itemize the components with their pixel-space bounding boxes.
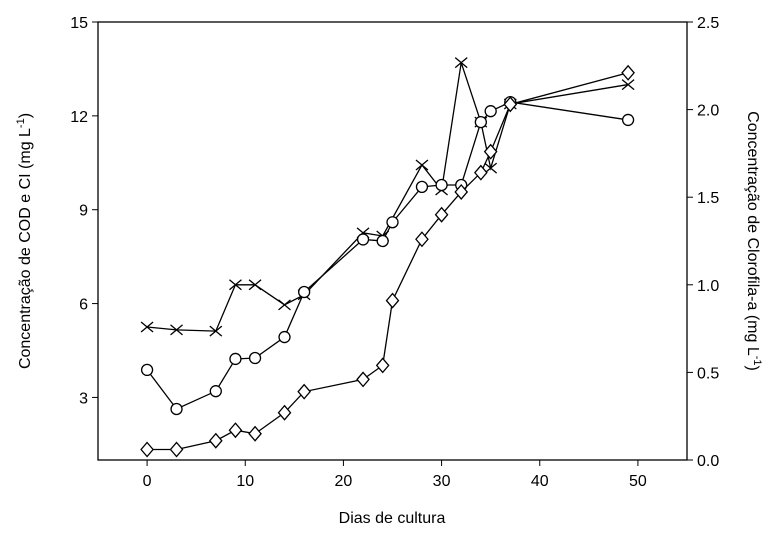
- circle-marker: [248, 351, 262, 365]
- diamond-marker: [248, 425, 262, 442]
- circle-marker: [435, 178, 448, 192]
- plot-frame: [97, 21, 688, 461]
- diamond-marker: [356, 371, 370, 388]
- diamond-marker: [385, 292, 400, 309]
- cross-marker: [621, 79, 635, 91]
- y2-axis-label: Concentração de Clorofila-a (mg L-1): [744, 111, 763, 371]
- circle-marker: [140, 363, 154, 377]
- x-axis-label: Dias de cultura: [339, 510, 446, 527]
- x-tick-label: 20: [335, 473, 353, 490]
- circle-marker: [376, 234, 389, 248]
- diamond-marker: [375, 357, 390, 374]
- circle-marker: [356, 233, 370, 246]
- cross-marker: [484, 162, 498, 174]
- circle-marker: [278, 330, 291, 344]
- x-tick-label: 40: [531, 473, 549, 490]
- diamond-marker: [277, 404, 292, 421]
- diamond-marker: [621, 64, 635, 81]
- diamond-marker: [140, 441, 154, 458]
- y-tick-label: 9: [79, 203, 88, 220]
- cross-marker: [454, 57, 468, 69]
- cross-marker: [229, 279, 242, 291]
- circle-marker: [229, 352, 242, 366]
- series-line: [146, 101, 629, 410]
- diamond-marker: [503, 96, 518, 113]
- cross-marker: [170, 324, 183, 336]
- series-line: [147, 62, 629, 332]
- y-tick-label: 12: [70, 109, 88, 126]
- y-axis-label: Concentração de COD e CI (mg L-1): [15, 113, 34, 369]
- y2-tick-label: 1.0: [697, 278, 719, 295]
- diamond-marker: [483, 143, 498, 160]
- x-tick-label: 10: [236, 473, 254, 490]
- diamond-marker: [434, 206, 449, 223]
- cross-marker: [209, 325, 223, 337]
- diamond-marker: [169, 441, 184, 458]
- y2-tick-label: 2.0: [697, 103, 719, 120]
- diamond-marker: [228, 422, 243, 439]
- y-tick-label: 3: [79, 390, 88, 407]
- diamond-marker: [415, 231, 429, 248]
- x-tick-label: 50: [629, 473, 647, 490]
- circle-marker: [415, 180, 429, 194]
- diamond-marker: [297, 383, 312, 400]
- diamond-marker: [208, 432, 223, 449]
- circle-marker: [621, 113, 635, 127]
- cross-marker: [248, 279, 262, 291]
- y2-tick-label: 0.5: [697, 365, 719, 382]
- y2-tick-label: 0.0: [697, 453, 719, 470]
- diamond-marker: [454, 183, 469, 200]
- cross-marker: [415, 159, 429, 171]
- cross-marker: [140, 321, 154, 333]
- circle-marker: [386, 216, 399, 229]
- diamond-marker: [473, 164, 488, 181]
- x-tick-label: 30: [433, 473, 451, 490]
- y2-tick-label: 1.5: [697, 190, 719, 207]
- x-tick-label: 0: [143, 473, 152, 490]
- circle-marker: [297, 285, 311, 299]
- circle-marker: [484, 105, 497, 118]
- y-tick-label: 6: [79, 297, 88, 314]
- y2-tick-label: 2.5: [697, 15, 719, 32]
- circle-marker: [474, 115, 488, 129]
- circle-marker: [170, 402, 183, 416]
- cross-marker: [278, 299, 291, 311]
- y-tick-label: 15: [70, 15, 88, 32]
- circle-marker: [209, 385, 222, 398]
